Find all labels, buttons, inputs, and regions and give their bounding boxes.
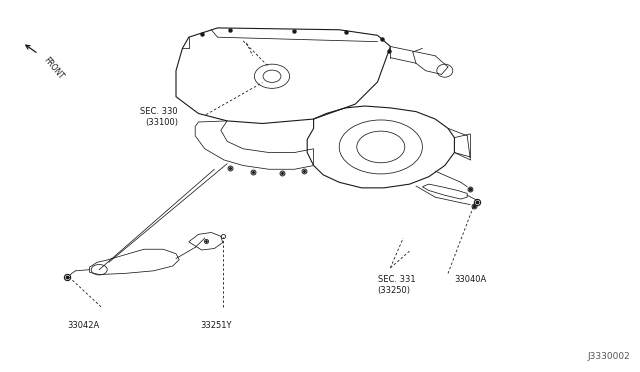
Text: SEC. 331
(33250): SEC. 331 (33250): [378, 275, 415, 295]
Text: FRONT: FRONT: [42, 56, 65, 81]
Text: 33042A: 33042A: [67, 321, 99, 330]
Text: SEC. 330
(33100): SEC. 330 (33100): [140, 107, 178, 127]
Text: J3330002: J3330002: [588, 352, 630, 361]
Text: 33251Y: 33251Y: [200, 321, 232, 330]
Text: 33040A: 33040A: [454, 275, 486, 283]
